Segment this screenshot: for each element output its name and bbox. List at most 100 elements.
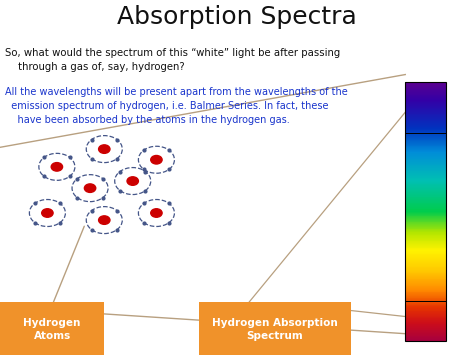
Circle shape: [84, 184, 96, 192]
Bar: [405, 277, 446, 278]
Bar: [405, 220, 446, 221]
Bar: [405, 249, 446, 250]
Bar: [405, 316, 446, 317]
Bar: [405, 117, 446, 118]
Bar: [405, 116, 446, 117]
Bar: [405, 183, 446, 184]
Bar: [405, 147, 446, 148]
Bar: [405, 143, 446, 144]
Bar: [405, 196, 446, 197]
Bar: [405, 263, 446, 264]
Bar: [405, 244, 446, 245]
Bar: [405, 252, 446, 253]
Bar: [405, 148, 446, 149]
Bar: [405, 125, 446, 126]
Bar: [405, 154, 446, 155]
Bar: [405, 131, 446, 132]
Bar: [405, 200, 446, 201]
Bar: [405, 225, 446, 226]
Bar: [405, 129, 446, 130]
Text: Hydrogen
Atoms: Hydrogen Atoms: [23, 318, 81, 341]
Bar: [405, 280, 446, 281]
Bar: [405, 232, 446, 233]
Bar: [405, 234, 446, 235]
Bar: [405, 82, 446, 341]
Bar: [405, 185, 446, 186]
Bar: [405, 82, 446, 83]
Bar: [405, 250, 446, 251]
Bar: [405, 179, 446, 180]
Bar: [405, 269, 446, 270]
Bar: [405, 152, 446, 153]
Bar: [405, 326, 446, 327]
Text: Absorption Spectra: Absorption Spectra: [117, 5, 357, 29]
Bar: [405, 268, 446, 269]
Bar: [405, 278, 446, 279]
Bar: [405, 121, 446, 122]
Bar: [405, 324, 446, 325]
Bar: [405, 128, 446, 129]
Bar: [405, 313, 446, 314]
Bar: [405, 275, 446, 276]
Bar: [405, 141, 446, 142]
Bar: [405, 327, 446, 328]
Bar: [405, 208, 446, 209]
Bar: [405, 156, 446, 157]
Text: All the wavelengths will be present apart from the wavelengths of the
  emission: All the wavelengths will be present apar…: [5, 87, 347, 125]
Bar: [405, 251, 446, 252]
Bar: [405, 293, 446, 294]
Circle shape: [42, 209, 53, 217]
Bar: [405, 255, 446, 256]
Bar: [405, 235, 446, 236]
Bar: [405, 180, 446, 181]
Bar: [405, 312, 446, 313]
Bar: [405, 171, 446, 173]
Bar: [405, 285, 446, 286]
Bar: [405, 339, 446, 340]
Bar: [405, 174, 446, 175]
Bar: [405, 186, 446, 187]
Bar: [405, 153, 446, 154]
Bar: [405, 321, 446, 322]
Bar: [405, 270, 446, 271]
Bar: [405, 262, 446, 263]
Bar: [405, 140, 446, 141]
Bar: [405, 159, 446, 160]
Bar: [405, 221, 446, 222]
Bar: [405, 228, 446, 229]
Bar: [405, 94, 446, 95]
Bar: [405, 328, 446, 329]
Bar: [405, 138, 446, 139]
Bar: [405, 184, 446, 185]
Bar: [405, 247, 446, 248]
Bar: [405, 294, 446, 295]
Bar: [405, 236, 446, 237]
Bar: [405, 211, 446, 212]
Bar: [405, 157, 446, 158]
Bar: [405, 168, 446, 169]
Bar: [405, 193, 446, 194]
Bar: [405, 96, 446, 97]
Bar: [405, 240, 446, 241]
Bar: [405, 314, 446, 315]
Bar: [405, 187, 446, 188]
Bar: [405, 176, 446, 177]
Bar: [405, 95, 446, 96]
Bar: [405, 111, 446, 112]
Bar: [405, 123, 446, 124]
Bar: [405, 230, 446, 231]
Bar: [405, 311, 446, 312]
Bar: [405, 340, 446, 341]
Circle shape: [127, 177, 138, 185]
Bar: [405, 205, 446, 206]
Bar: [405, 338, 446, 339]
Bar: [405, 197, 446, 198]
Bar: [405, 182, 446, 183]
Bar: [405, 213, 446, 214]
Circle shape: [99, 216, 110, 224]
Bar: [405, 209, 446, 211]
Bar: [405, 239, 446, 240]
Bar: [405, 166, 446, 167]
Bar: [405, 284, 446, 285]
Bar: [405, 271, 446, 272]
